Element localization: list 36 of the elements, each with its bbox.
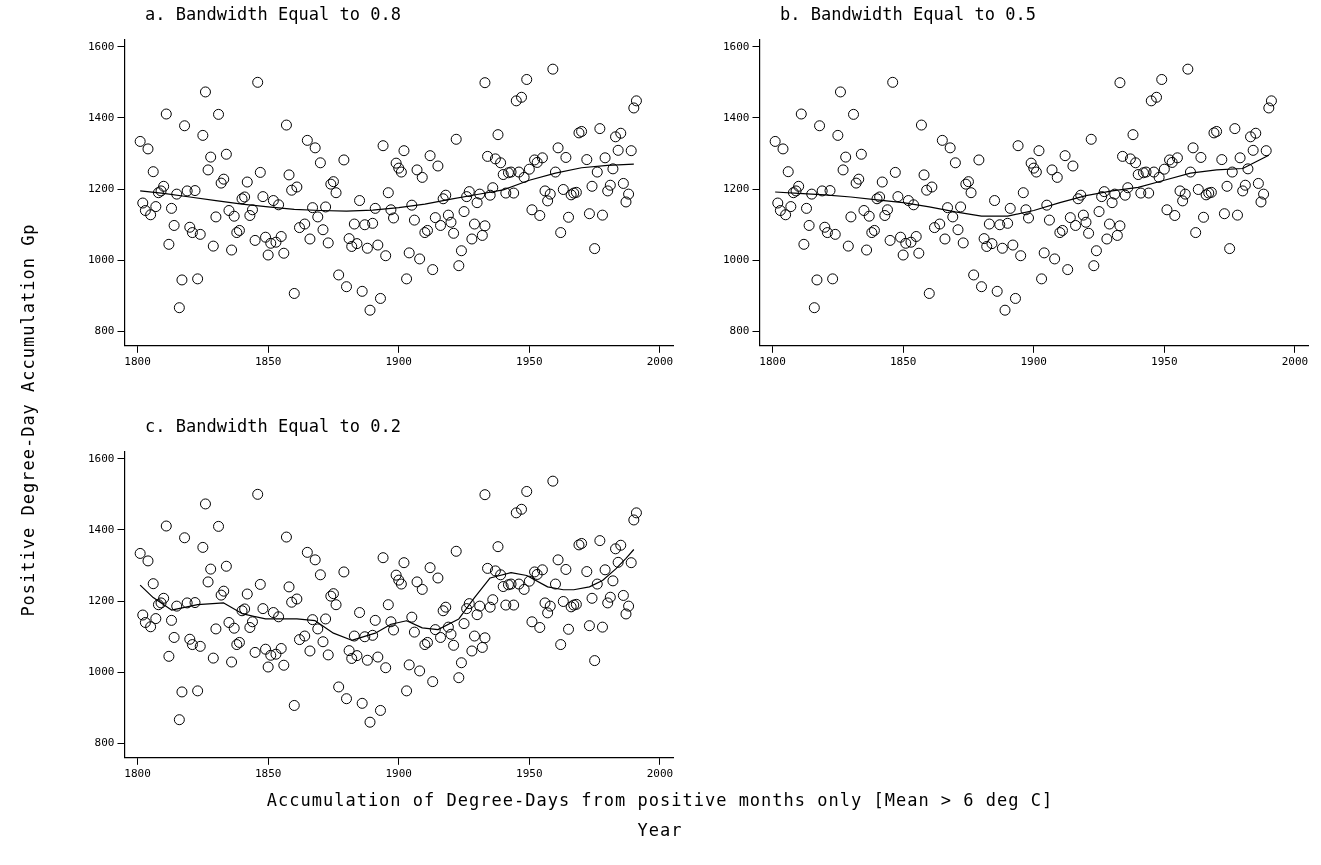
y-tick-label: 1400 — [87, 110, 115, 124]
y-tick-label: 1600 — [87, 451, 115, 465]
y-tick-label: 1200 — [87, 594, 115, 607]
y-tick-label: 1200 — [722, 182, 750, 195]
x-tick-label: 2000 — [1281, 355, 1309, 369]
x-tick-label: 1800 — [124, 767, 151, 781]
y-tick-label: 800 — [94, 736, 115, 750]
x-tick-label: 1950 — [516, 355, 543, 369]
y-tick-label: 1200 — [87, 182, 115, 195]
chart-title: c. Bandwidth Equal to 0.2 — [145, 416, 401, 436]
x-tick-label: 2000 — [646, 767, 674, 781]
x-tick-label: 1950 — [516, 767, 543, 781]
x-tick-label: 1850 — [254, 355, 282, 369]
chart-title: a. Bandwidth Equal to 0.8 — [145, 4, 401, 24]
x-tick-label: 2000 — [646, 355, 674, 369]
x-tick-label: 1800 — [124, 355, 151, 369]
x-tick-label: 1850 — [889, 355, 917, 369]
x-axis-title: Year — [637, 820, 683, 840]
x-tick-label: 1900 — [385, 767, 412, 781]
text: Accumulation of Degree-Days from positive months only [Mean > 6 deg C] — [266, 790, 1054, 810]
y-tick-label: 1400 — [87, 522, 115, 536]
y-tick-label: 1600 — [87, 39, 115, 53]
y-tick-label: 800 — [94, 324, 115, 338]
y-tick-label: 800 — [729, 324, 750, 338]
y-tick-label: 1000 — [722, 253, 750, 267]
y-axis-title: Positive Degree-Day Accumulation Gp — [18, 223, 38, 617]
y-tick-label: 1400 — [722, 110, 750, 124]
x-tick-label: 1850 — [254, 767, 282, 781]
x-tick-label: 1950 — [1151, 355, 1178, 369]
x-tick-label: 1900 — [385, 355, 412, 369]
x-tick-label: 1800 — [759, 355, 786, 369]
y-tick-label: 1000 — [87, 665, 115, 679]
chart-title: b. Bandwidth Equal to 0.5 — [780, 4, 1036, 24]
y-tick-label: 1000 — [87, 253, 115, 267]
y-tick-label: 1600 — [722, 39, 750, 53]
x-tick-label: 1900 — [1020, 355, 1047, 369]
